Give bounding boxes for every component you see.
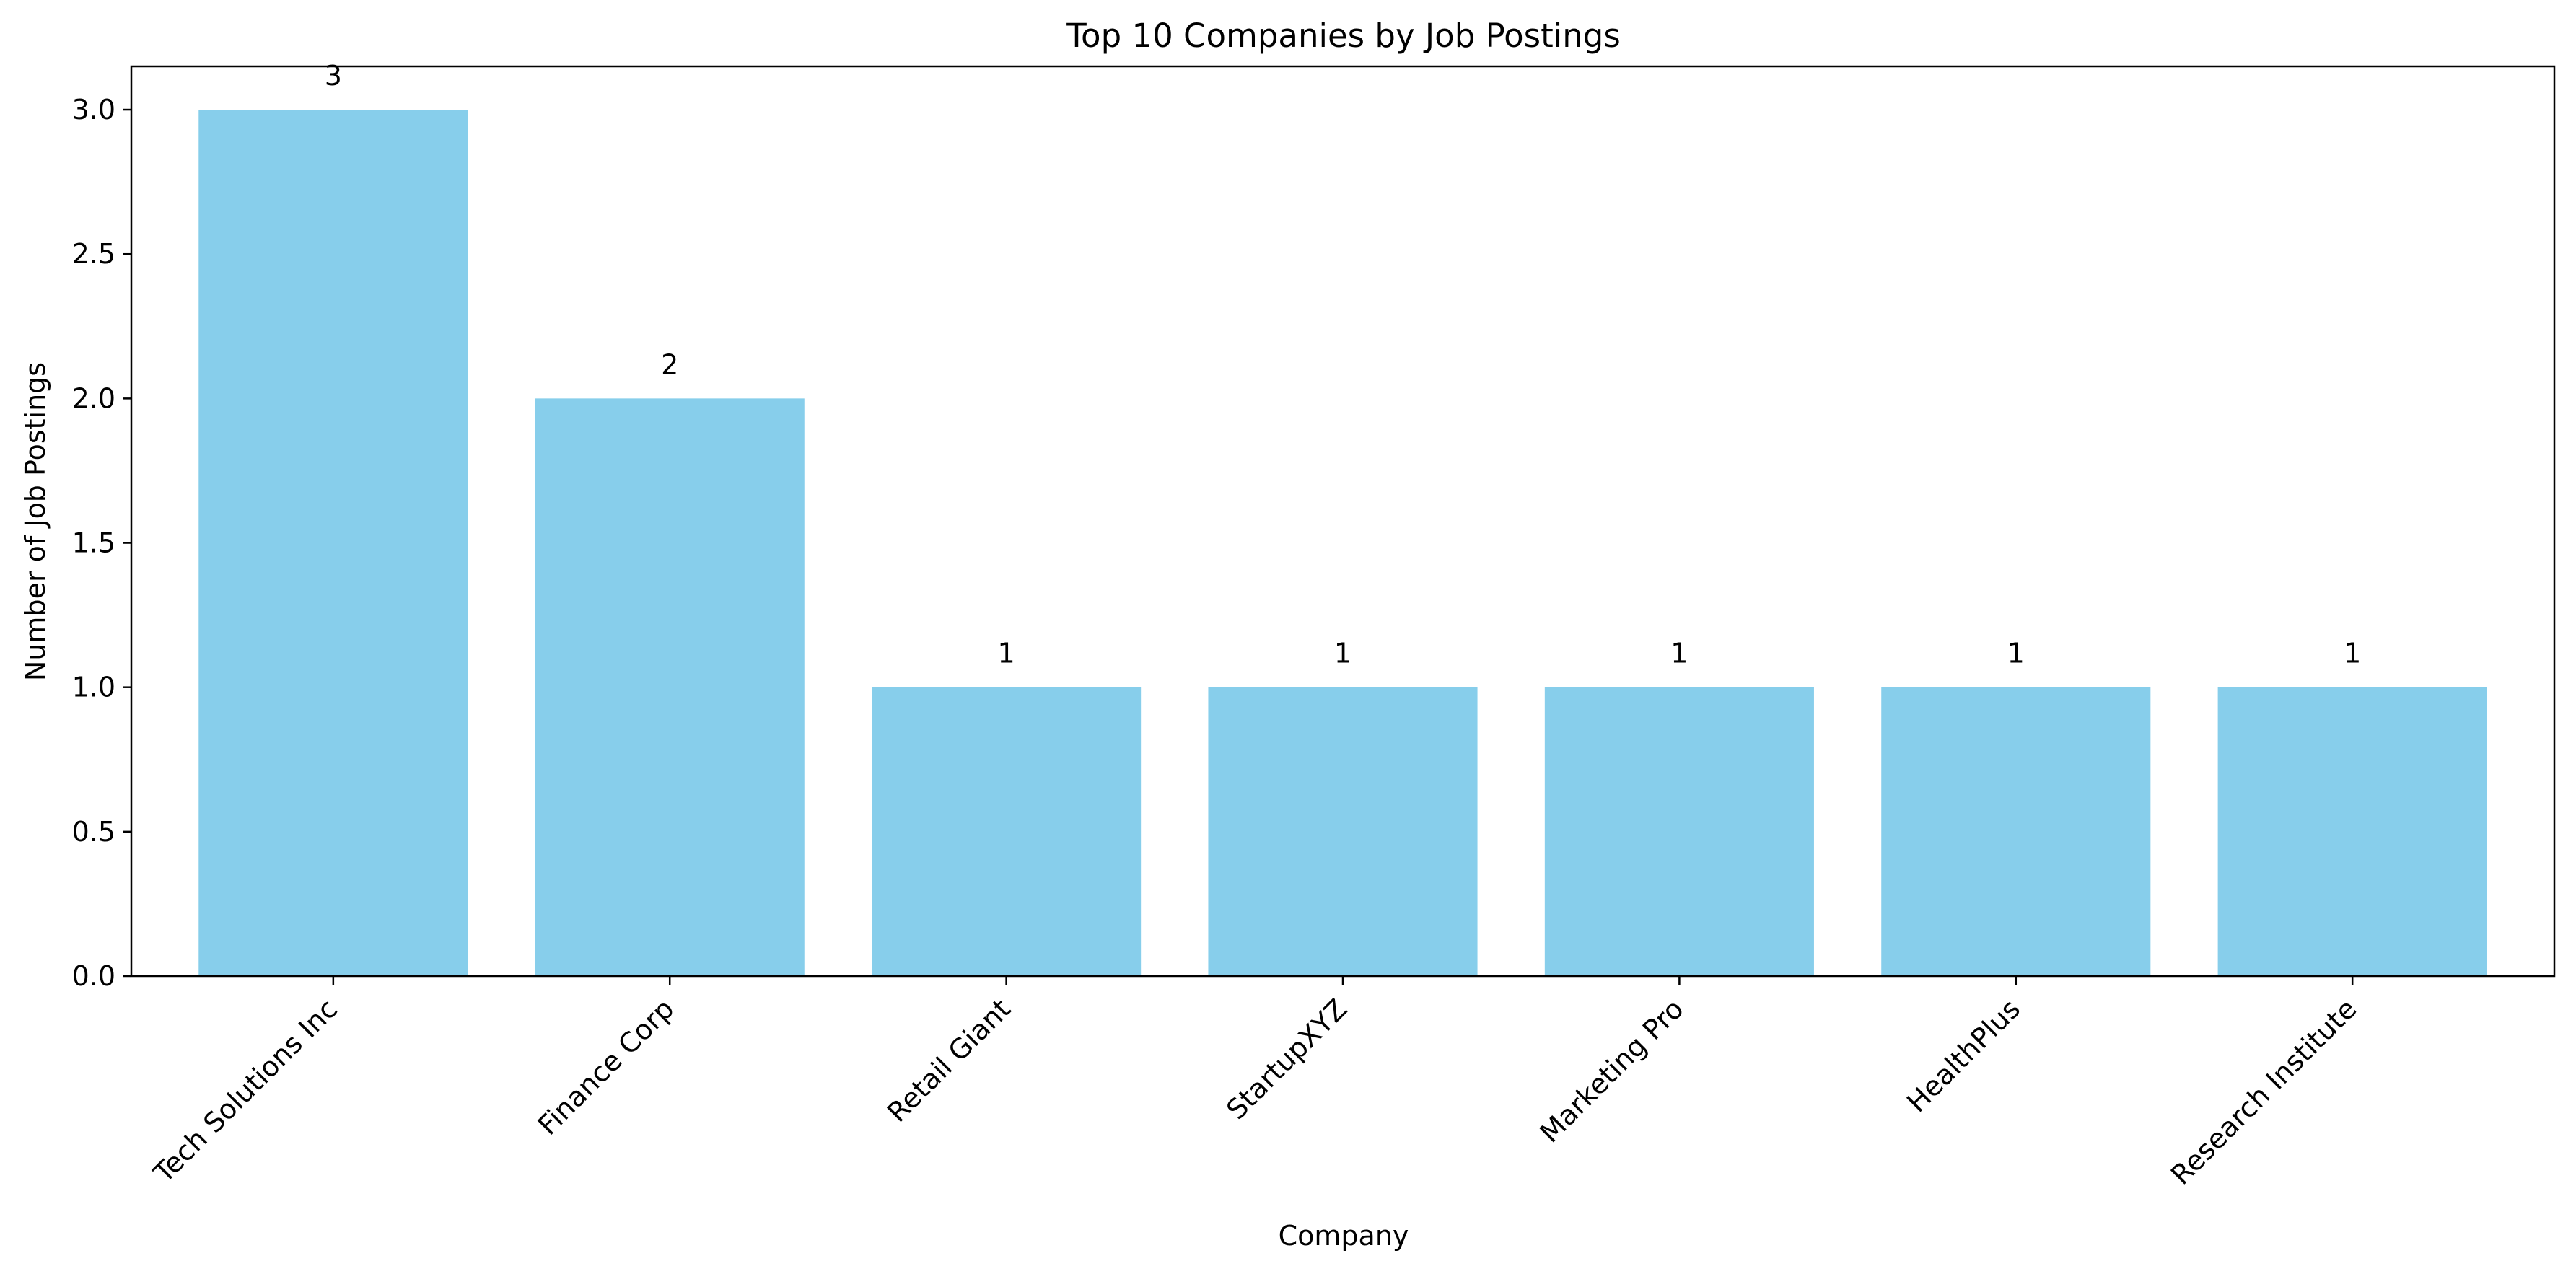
y-tick-label: 2.5: [72, 238, 115, 270]
x-axis-ticks: Tech Solutions Inc Finance Corp Retail Gia…: [147, 976, 2363, 1191]
y-axis-ticks: 0.0 0.5 1.0 1.5 2.0 2.5 3.0: [72, 94, 131, 992]
bar-value-label: 1: [1670, 638, 1688, 669]
y-tick-label: 0.5: [72, 816, 115, 848]
x-tick-label: Finance Corp: [532, 993, 680, 1141]
y-tick-label: 2.0: [72, 382, 115, 414]
x-tick-label: StartupXYZ: [1220, 993, 1353, 1125]
bar-value-label: 2: [661, 348, 678, 380]
bar: [1544, 687, 1814, 976]
x-tick-label: Marketing Pro: [1534, 993, 1690, 1148]
x-tick-label: Tech Solutions Inc: [147, 993, 343, 1189]
x-tick-label: Retail Giant: [881, 993, 1017, 1128]
data-labels-group: 3 2 1 1 1 1 1: [325, 60, 2362, 669]
bar: [1208, 687, 1478, 976]
bar: [198, 110, 468, 977]
bar: [2217, 687, 2487, 976]
bar: [872, 687, 1142, 976]
bar-value-label: 3: [325, 60, 342, 92]
bar-value-label: 1: [2344, 638, 2361, 669]
y-axis-label: Number of Job Postings: [19, 362, 51, 681]
bar-value-label: 1: [1334, 638, 1351, 669]
y-tick-label: 3.0: [72, 94, 115, 126]
y-tick-label: 1.0: [72, 672, 115, 703]
x-tick-label: Research Institute: [2165, 993, 2363, 1191]
bar: [535, 398, 805, 976]
y-tick-label: 1.5: [72, 527, 115, 559]
bar: [1881, 687, 2151, 976]
y-tick-label: 0.0: [72, 960, 115, 992]
plot-frame: [130, 65, 2556, 978]
chart-title: Top 10 Companies by Job Postings: [1066, 17, 1621, 55]
x-tick-label: HealthPlus: [1901, 993, 2026, 1118]
x-axis-label: Company: [1279, 1220, 1409, 1252]
bar-value-label: 1: [998, 638, 1015, 669]
bars-group: [198, 110, 2487, 977]
bar-value-label: 1: [2007, 638, 2025, 669]
